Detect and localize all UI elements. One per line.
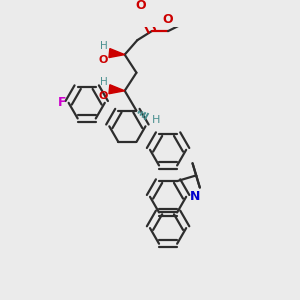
Text: F: F [57, 96, 66, 109]
Text: O: O [163, 13, 173, 26]
Text: O: O [98, 91, 108, 101]
Polygon shape [109, 49, 125, 58]
Polygon shape [109, 85, 125, 94]
Text: H: H [100, 41, 108, 51]
Text: H: H [100, 77, 108, 87]
Text: H: H [152, 115, 160, 124]
Text: O: O [136, 0, 146, 12]
Text: N: N [190, 190, 200, 203]
Text: O: O [98, 55, 108, 65]
